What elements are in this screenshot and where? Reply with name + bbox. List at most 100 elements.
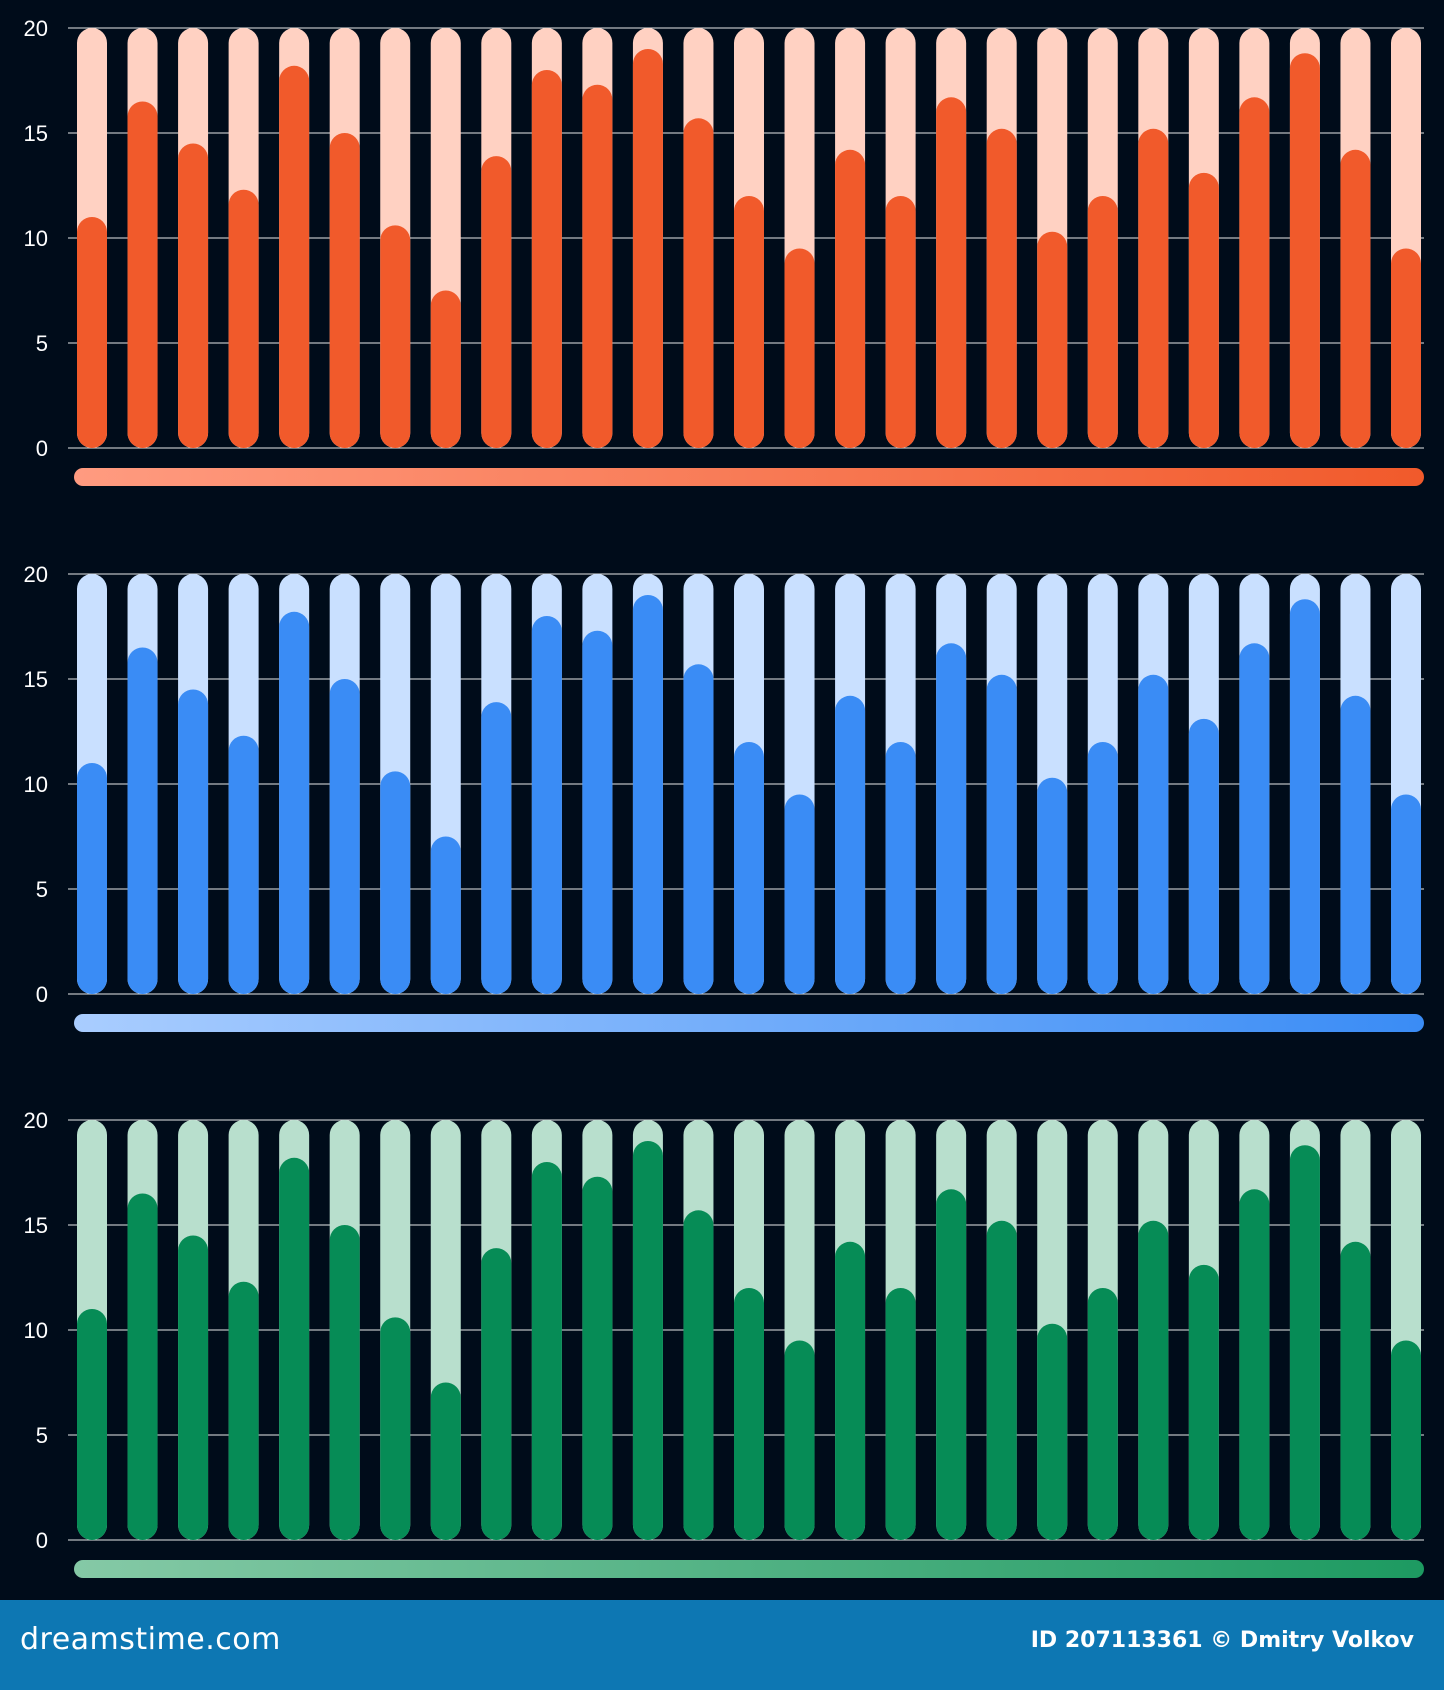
- bar: [835, 149, 866, 449]
- bar: [986, 128, 1017, 449]
- bar: [632, 595, 663, 994]
- bar: [885, 196, 916, 448]
- bar: [228, 189, 259, 448]
- bar: [1138, 1220, 1169, 1540]
- gradient-strip: [74, 1560, 1424, 1578]
- y-tick-label: 20: [24, 1108, 48, 1133]
- y-tick-label: 0: [36, 1528, 48, 1553]
- bar: [1138, 128, 1169, 449]
- y-tick-label: 5: [36, 331, 48, 356]
- bar: [228, 1281, 259, 1540]
- gradient-strip: [74, 1014, 1424, 1032]
- gradient-strip: [74, 468, 1424, 486]
- bar: [1037, 1323, 1068, 1540]
- y-tick-label: 5: [36, 877, 48, 902]
- bar-chart-3: 0 5 10 15 20: [24, 1108, 1424, 1578]
- bar: [1138, 674, 1169, 994]
- bar: [279, 1157, 310, 1540]
- bar: [1340, 149, 1371, 449]
- bar: [228, 735, 259, 994]
- bar: [885, 1288, 916, 1540]
- bar-chart-1: 0 5 10 15 20: [24, 16, 1424, 486]
- bar: [1289, 599, 1320, 994]
- bar: [178, 143, 209, 448]
- bar: [380, 1317, 411, 1540]
- footer-brand[interactable]: dreamstime.com: [20, 1622, 281, 1657]
- bar: [734, 196, 764, 448]
- y-tick-label: 0: [36, 982, 48, 1007]
- bar: [1239, 643, 1270, 994]
- bar: [1391, 794, 1421, 994]
- bar: [329, 133, 360, 448]
- bar: [683, 1210, 714, 1540]
- bar: [1087, 196, 1118, 448]
- bar: [582, 630, 613, 994]
- bar: [734, 742, 764, 994]
- bar: [784, 794, 815, 994]
- y-tick-label: 10: [24, 226, 48, 251]
- bar: [1239, 1189, 1270, 1540]
- bar: [582, 84, 613, 448]
- bar: [178, 1235, 209, 1540]
- bar: [1087, 742, 1118, 994]
- bar: [430, 1382, 461, 1540]
- charts-canvas: 0 5 10 15 20 0 5 10 15 20 0 5 10 15 20: [24, 16, 1424, 1578]
- y-tick-label: 20: [24, 16, 48, 41]
- bar: [380, 225, 411, 448]
- bar: [481, 156, 512, 448]
- y-tick-label: 10: [24, 1318, 48, 1343]
- bar: [481, 1248, 512, 1540]
- bar: [1188, 1264, 1219, 1540]
- bar: [1037, 231, 1068, 448]
- footer-bar: dreamstime.com ID 207113361 © Dmitry Vol…: [0, 1600, 1444, 1690]
- bar: [683, 664, 714, 994]
- y-tick-label: 0: [36, 436, 48, 461]
- bar: [430, 836, 461, 994]
- bar: [531, 70, 562, 448]
- bar: [683, 118, 714, 449]
- bar: [1087, 1288, 1118, 1540]
- bar: [178, 689, 209, 994]
- bar: [77, 1309, 107, 1540]
- bar: [1391, 1340, 1421, 1540]
- bar: [582, 1176, 613, 1540]
- bar: [632, 1141, 663, 1540]
- y-tick-label: 15: [24, 667, 48, 692]
- bar: [481, 702, 512, 994]
- bar: [77, 763, 107, 994]
- y-tick-label: 15: [24, 121, 48, 146]
- bar: [1289, 1145, 1320, 1540]
- bar: [380, 771, 411, 994]
- footer-credit: ID 207113361 © Dmitry Volkov: [1030, 1628, 1414, 1653]
- y-tick-label: 10: [24, 772, 48, 797]
- bar: [531, 1162, 562, 1540]
- bar: [885, 742, 916, 994]
- bar: [1188, 172, 1219, 448]
- bar: [734, 1288, 764, 1540]
- bar: [1340, 695, 1371, 994]
- y-tick-label: 15: [24, 1213, 48, 1238]
- bar-chart-2: 0 5 10 15 20: [24, 562, 1424, 1032]
- bar: [329, 1225, 360, 1540]
- bar: [279, 65, 310, 449]
- bar: [784, 1340, 815, 1540]
- y-tick-label: 5: [36, 1423, 48, 1448]
- bar: [127, 101, 158, 448]
- bar: [936, 643, 967, 994]
- bar: [127, 647, 158, 994]
- y-tick-label: 20: [24, 562, 48, 587]
- bar: [531, 616, 562, 994]
- bar: [784, 248, 815, 448]
- bar: [986, 674, 1017, 994]
- bar: [279, 611, 310, 994]
- bar: [986, 1220, 1017, 1540]
- bar: [127, 1193, 158, 1540]
- bar: [1391, 248, 1421, 448]
- bar: [430, 290, 461, 448]
- bar: [1340, 1241, 1371, 1540]
- bar: [1289, 53, 1320, 448]
- bar: [1239, 97, 1270, 449]
- bar: [835, 695, 866, 994]
- bar: [329, 679, 360, 994]
